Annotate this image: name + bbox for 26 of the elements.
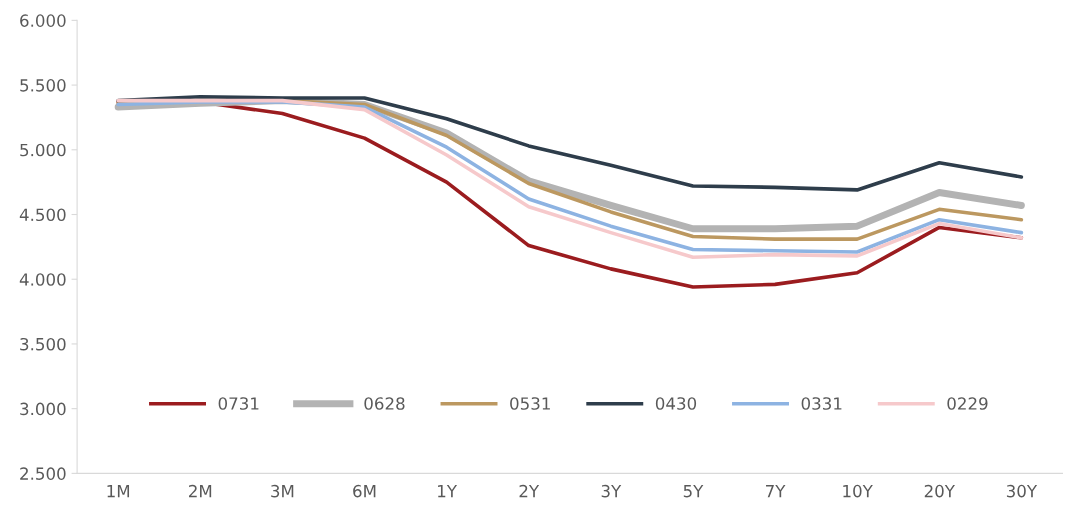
y-tick-label: 3.000 — [20, 402, 66, 416]
y-tick-label: 4.000 — [19, 273, 66, 286]
legend-label: 0331 — [801, 397, 842, 410]
y-tick-label: 5.500 — [20, 79, 66, 92]
y-tick-label: 4.500 — [19, 208, 66, 222]
legend-label: 0430 — [655, 397, 697, 410]
x-tick-label: 3Y — [601, 484, 622, 498]
x-tick-label: 20Y — [924, 484, 955, 498]
x-tick-label: 5Y — [683, 484, 704, 498]
legend-label: 0628 — [364, 397, 405, 410]
x-tick-label: 6M — [353, 484, 376, 498]
legend-label: 0731 — [218, 397, 259, 410]
legend-label: 0531 — [510, 397, 550, 410]
x-tick-label: 1M — [107, 484, 130, 498]
x-tick-label: 10Y — [843, 484, 873, 498]
x-tick-label: 2M — [189, 484, 212, 498]
y-tick-label: 5.000 — [20, 143, 66, 157]
x-tick-label: 7Y — [766, 484, 786, 498]
y-tick-label: 3.500 — [20, 337, 66, 351]
x-tick-label: 1Y — [438, 484, 458, 498]
x-tick-label: 3M — [271, 484, 294, 498]
x-tick-label: 30Y — [1006, 484, 1038, 498]
y-tick-label: 2.500 — [20, 467, 66, 480]
legend-label: 0229 — [947, 397, 988, 410]
x-tick-label: 2Y — [519, 484, 540, 498]
y-tick-label: 6.000 — [20, 14, 66, 27]
